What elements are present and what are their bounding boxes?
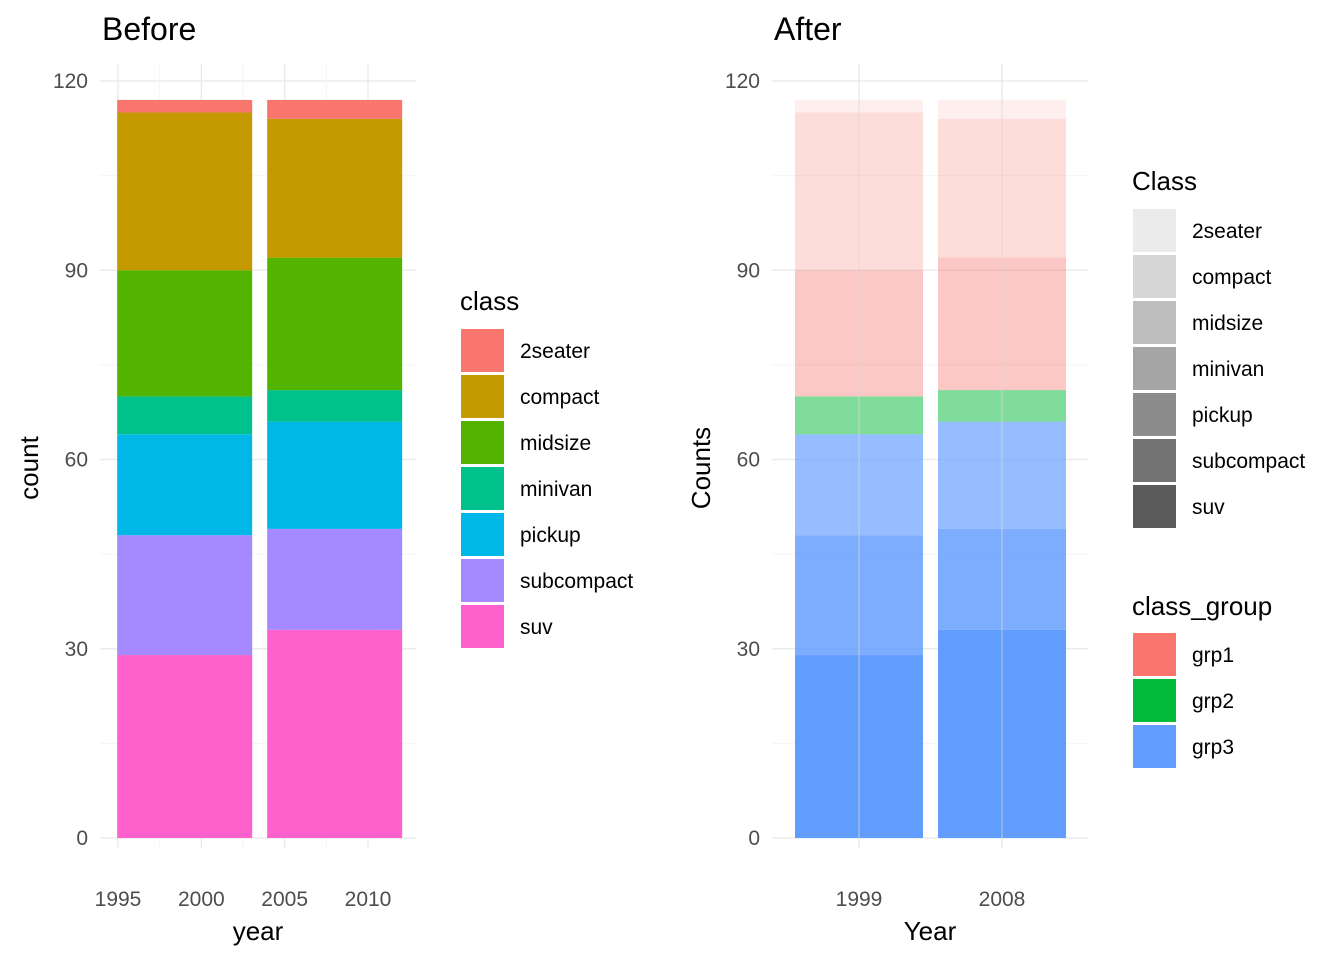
before-legend-key-2seater — [461, 329, 504, 372]
before-legend-key-subcompact — [461, 559, 504, 602]
after-class-legend-title: Class — [1132, 166, 1197, 196]
before-bar-minivan-2008 — [267, 390, 403, 422]
after-class-legend-label-minivan: minivan — [1192, 358, 1264, 381]
after-class-legend-label-subcompact: subcompact — [1192, 450, 1305, 473]
after-class-legend-key-pickup — [1133, 393, 1176, 436]
before-y-axis-label: count — [14, 435, 44, 499]
after-bars — [795, 99, 1066, 838]
after-group-legend-key-grp2 — [1133, 679, 1176, 722]
after-class-legend-key-minivan — [1133, 347, 1176, 390]
before-y-tick-label: 90 — [65, 259, 88, 282]
after-group-legend-label-grp3: grp3 — [1192, 736, 1234, 759]
before-x-tick-label: 1995 — [95, 888, 142, 911]
before-legend-label-2seater: 2seater — [520, 340, 590, 363]
before-bar-compact-2008 — [267, 118, 403, 258]
after-y-tick-label: 0 — [748, 827, 760, 850]
after-y-tick-label: 90 — [737, 259, 760, 282]
after-x-ticks: 1999 2008 — [836, 888, 1026, 911]
before-x-tick-label: 2000 — [178, 888, 225, 911]
before-bar-subcompact-1999 — [117, 535, 253, 656]
before-bar-compact-1999 — [117, 112, 253, 271]
before-legend-label-suv: suv — [520, 616, 553, 639]
after-group-legend: class_group grp1 grp2 grp3 — [1132, 591, 1272, 768]
after-class-legend-key-suv — [1133, 485, 1176, 528]
before-bar-subcompact-2008 — [267, 528, 403, 630]
after-class-legend-label-compact: compact — [1192, 266, 1272, 289]
after-x-gridlines — [858, 64, 1003, 848]
before-y-tick-label: 30 — [65, 638, 88, 661]
after-group-legend-title: class_group — [1132, 591, 1272, 621]
before-bar-pickup-2008 — [267, 421, 403, 529]
before-legend-key-suv — [461, 605, 504, 648]
before-bars — [117, 99, 403, 838]
before-x-tick-label: 2005 — [261, 888, 308, 911]
before-bar-minivan-1999 — [117, 396, 253, 435]
before-x-axis-label: year — [233, 916, 284, 946]
before-legend-label-minivan: minivan — [520, 478, 592, 501]
after-x-tick-label: 2008 — [979, 888, 1026, 911]
before-bar-2seater-1999 — [117, 99, 253, 113]
before-legend-label-pickup: pickup — [520, 524, 581, 547]
before-legend-key-minivan — [461, 467, 504, 510]
before-legend-label-subcompact: subcompact — [520, 570, 633, 593]
after-group-legend-label-grp1: grp1 — [1192, 644, 1234, 667]
after-group-legend-label-grp2: grp2 — [1192, 690, 1234, 713]
before-x-tick-label: 2010 — [345, 888, 392, 911]
after-y-ticks: 0 30 60 90 120 — [725, 70, 760, 850]
before-y-ticks: 0 30 60 90 120 — [53, 70, 88, 850]
before-y-tick-label: 60 — [65, 449, 88, 472]
before-bar-suv-1999 — [117, 655, 253, 838]
after-class-legend-key-compact — [1133, 255, 1176, 298]
before-bar-suv-2008 — [267, 629, 403, 838]
after-class-legend-label-pickup: pickup — [1192, 404, 1253, 427]
after-y-axis-label: Counts — [686, 427, 716, 509]
after-x-tick-label: 1999 — [836, 888, 883, 911]
before-y-tick-label: 0 — [76, 827, 88, 850]
before-legend: class 2seater compact midsize minivan pickup… — [460, 286, 633, 648]
before-legend-label-compact: compact — [520, 386, 600, 409]
before-legend-key-compact — [461, 375, 504, 418]
after-class-legend-key-2seater — [1133, 209, 1176, 252]
before-bar-midsize-2008 — [267, 257, 403, 391]
after-y-tick-label: 120 — [725, 70, 760, 93]
after-y-tick-label: 60 — [737, 449, 760, 472]
before-bar-midsize-1999 — [117, 270, 253, 397]
after-group-legend-key-grp3 — [1133, 725, 1176, 768]
after-x-axis-label: Year — [904, 916, 957, 946]
after-class-legend: Class 2seater compact midsize minivan pickup… — [1132, 166, 1305, 528]
before-x-ticks: 1995 2000 2005 2010 — [95, 888, 392, 911]
after-class-legend-label-2seater: 2seater — [1192, 220, 1262, 243]
before-legend-key-midsize — [461, 421, 504, 464]
after-y-tick-label: 30 — [737, 638, 760, 661]
before-bar-pickup-1999 — [117, 434, 253, 536]
before-legend-title: class — [460, 286, 519, 316]
before-title: Before — [102, 11, 196, 47]
after-panel: 0 30 60 90 120 1999 2008 After Year Counts Cl… — [686, 11, 1305, 946]
after-class-legend-label-suv: suv — [1192, 496, 1225, 519]
before-legend-key-pickup — [461, 513, 504, 556]
after-group-legend-key-grp1 — [1133, 633, 1176, 676]
before-y-tick-label: 120 — [53, 70, 88, 93]
after-title: After — [774, 11, 842, 47]
before-legend-label-midsize: midsize — [520, 432, 591, 455]
after-class-legend-key-midsize — [1133, 301, 1176, 344]
before-bar-2seater-2008 — [267, 99, 403, 119]
after-class-legend-label-midsize: midsize — [1192, 312, 1263, 335]
after-class-legend-key-subcompact — [1133, 439, 1176, 482]
